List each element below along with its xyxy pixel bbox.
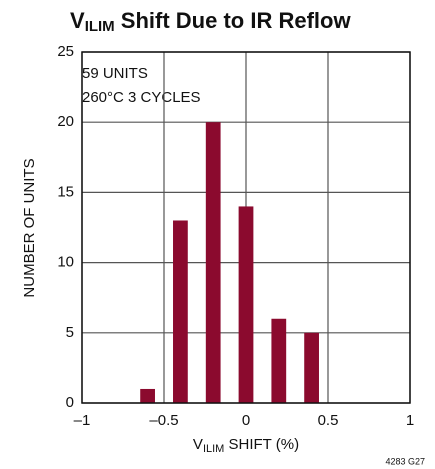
footnote: 4283 G27 [385, 456, 425, 466]
y-tick-label: 0 [66, 394, 74, 411]
y-tick-label: 5 [66, 324, 74, 341]
y-tick-label: 15 [57, 183, 74, 200]
x-tick-label: –0.5 [149, 412, 178, 429]
bar [173, 220, 188, 403]
y-tick-label: 25 [57, 43, 74, 60]
bar [238, 206, 254, 403]
annotation: 260°C 3 CYCLES [82, 89, 201, 106]
x-tick-label: –1 [74, 412, 91, 429]
y-tick-label: 10 [57, 254, 74, 271]
x-tick-label: 0.5 [318, 412, 339, 429]
annotation: 59 UNITS [82, 65, 148, 82]
chart-title: VILIM Shift Due to IR Reflow [70, 8, 351, 35]
bar [205, 122, 221, 403]
plot-frame [81, 51, 411, 404]
y-axis-label: NUMBER OF UNITS [21, 158, 38, 297]
x-tick-label: 0 [242, 412, 250, 429]
bar [304, 332, 319, 403]
x-axis-label: VILIM SHIFT (%) [193, 436, 299, 455]
bar [271, 318, 287, 403]
y-tick-label: 20 [57, 113, 74, 130]
x-tick-label: 1 [406, 412, 414, 429]
bar [140, 388, 155, 403]
